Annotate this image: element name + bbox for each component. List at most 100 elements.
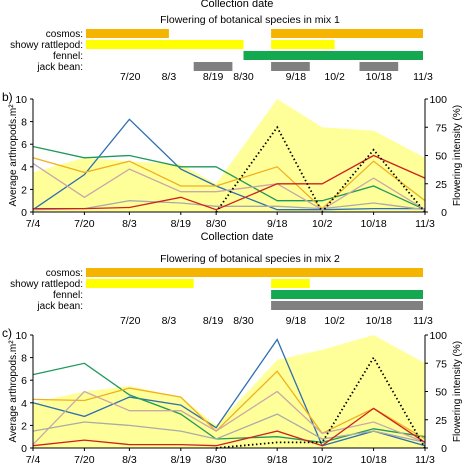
y-right-tick-label: 100 [429,330,447,342]
flowering-intensity-area [33,335,425,448]
y-tick-label: 6 [21,375,27,387]
flowering-bar [243,51,423,60]
x-tick-label: 11/3 [415,218,435,230]
arthropod-series-line [32,413,426,444]
x-tick-label: 8/19 [171,454,192,466]
species-label: showy rattlepod: [10,40,83,51]
y-right-axis-label: Flowering intensity (%) [452,341,463,442]
x-tick-label: 8/19 [171,218,192,230]
gantt-title: Flowering of botanical species in mix 2 [160,253,340,265]
gantt-date-label: 11/3 [413,71,433,83]
y-tick-label: 4 [21,398,27,410]
y-tick-label: 2 [21,420,27,432]
x-tick-label: 8/3 [122,454,137,466]
panel-label: c) [2,326,12,340]
gantt-date-label: 8/30 [233,315,254,327]
y-right-tick-label: 50 [435,151,447,163]
flowering-chart-mix2: Flowering of botanical species in mix 2 c… [10,253,433,327]
species-label: jack bean: [36,301,83,312]
y-tick-label: 4 [21,162,27,174]
arthropod-series-line [32,390,426,446]
gantt-date-label: 8/19 [203,315,224,327]
gantt-date-label: 8/3 [162,315,177,327]
flowering-intensity-area [33,99,425,212]
flowering-bar [86,268,423,277]
arthropod-series-line [32,145,426,211]
x-tick-label: 10/18 [360,218,386,230]
gantt-date-label: 10/2 [324,71,345,83]
x-tick-label: 11/3 [415,454,435,466]
y-right-tick-label: 25 [435,179,447,191]
y-tick-label: 6 [21,139,27,151]
flowering-chart-mix1: Collection date Flowering of botanical sp… [10,0,433,83]
flowering-bar [359,62,399,71]
species-label: jack bean: [36,62,83,73]
x-tick-label: 7/20 [74,454,95,466]
x-tick-label: 7/4 [26,218,41,230]
y-right-tick-label: 50 [435,387,447,399]
x-tick-label: 10/18 [360,454,386,466]
x-tick-label: 8/30 [206,454,227,466]
y-tick-label: 8 [21,117,27,129]
y-right-tick-label: 75 [435,122,447,134]
gantt-date-label: 10/18 [366,315,392,327]
y-tick-label: 10 [15,94,27,106]
x-tick-label: 9/18 [267,218,288,230]
flowering-bar [271,279,310,288]
arthropod-series-line [32,200,426,211]
y-tick-label: 0 [21,207,27,219]
y-right-tick-label: 0 [441,443,447,455]
gantt-title: Flowering of botanical species in mix 1 [160,14,340,26]
flowering-bar [86,40,244,49]
arthropod-series-line [32,407,426,447]
x-tick-label: 10/2 [312,218,333,230]
species-label: showy rattlepod: [10,279,83,290]
flowering-bar [271,62,310,71]
gantt-date-label: 7/20 [120,315,141,327]
y-axis-label: Average arthropods.m² [8,104,19,207]
flowering-bar [271,301,423,310]
x-axis-label: Collection date [201,231,274,243]
y-right-tick-label: 0 [441,207,447,219]
y-tick-label: 0 [21,443,27,455]
y-right-axis-label: Flowering intensity (%) [452,105,463,206]
y-tick-label: 8 [21,353,27,365]
gantt-date-label: 9/18 [286,71,307,83]
gantt-date-label: 7/20 [120,71,141,83]
gantt-date-label: 10/2 [324,315,345,327]
y-tick-label: 2 [21,184,27,196]
species-label: cosmos: [46,268,83,279]
gantt-date-label: 10/18 [366,71,392,83]
arthropod-series-line [32,162,426,211]
x-tick-label: 9/18 [267,454,288,466]
arthropod-series-line [32,157,426,210]
x-tick-label: 8/3 [122,218,137,230]
panel-label: b) [2,90,13,104]
flowering-bar [86,29,169,38]
gantt-top-label: Collection date [201,0,274,10]
y-tick-label: 10 [15,330,27,342]
species-label: cosmos: [46,29,83,40]
flowering-bar [271,290,423,299]
x-tick-label: 8/30 [206,218,227,230]
x-tick-label: 7/4 [26,454,41,466]
flowering-bar [271,40,335,49]
gantt-date-label: 8/19 [203,71,224,83]
arthropod-series-line [32,338,426,447]
flowering-bar [193,62,233,71]
species-label: fennel: [53,290,83,301]
gantt-date-label: 11/3 [413,315,433,327]
x-tick-label: 7/20 [74,218,95,230]
gantt-date-label: 8/30 [233,71,254,83]
y-right-tick-label: 75 [435,358,447,370]
flowering-bar [86,279,194,288]
gantt-date-label: 8/3 [162,71,177,83]
y-right-tick-label: 100 [429,94,447,106]
x-tick-label: 10/2 [312,454,333,466]
flowering-intensity-line [216,355,426,449]
flowering-bar [271,29,423,38]
y-right-tick-label: 25 [435,415,447,427]
